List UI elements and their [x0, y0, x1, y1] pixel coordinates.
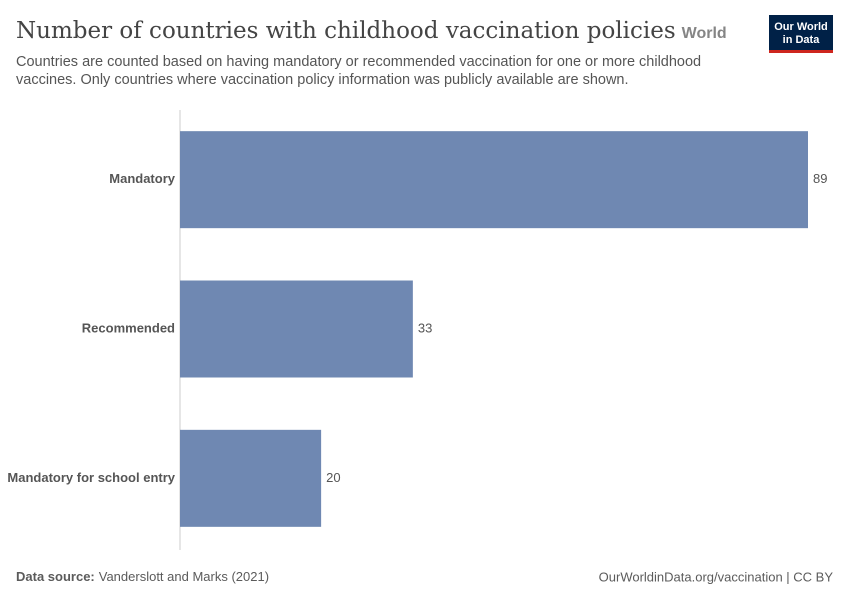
footer-source: Data source: Vanderslott and Marks (2021) — [16, 569, 269, 584]
footer-url: OurWorldinData.org/vaccination | CC BY — [599, 569, 834, 584]
value-label: 20 — [326, 470, 340, 485]
subtitle-line: Countries are counted based on having ma… — [16, 54, 701, 70]
logo-text: in Data — [783, 34, 821, 46]
category-label: Recommended — [82, 320, 175, 335]
logo-underline — [769, 50, 833, 53]
value-label: 33 — [418, 320, 432, 335]
chart-title: Number of countries with childhood vacci… — [16, 18, 676, 44]
source-label: Data source: — [16, 569, 95, 584]
bar — [180, 429, 322, 527]
source: Vanderslott and Marks (2021) — [99, 569, 269, 584]
entity-label: World — [682, 25, 727, 42]
value-label: 89 — [813, 171, 827, 186]
bar — [180, 131, 808, 229]
logo-text: Our World — [774, 21, 828, 33]
category-label: Mandatory — [109, 171, 176, 186]
subtitle-line: vaccines. Only countries where vaccinati… — [16, 72, 629, 88]
bar — [180, 280, 413, 378]
category-label: Mandatory for school entry — [7, 470, 175, 485]
logo-box — [769, 15, 833, 50]
